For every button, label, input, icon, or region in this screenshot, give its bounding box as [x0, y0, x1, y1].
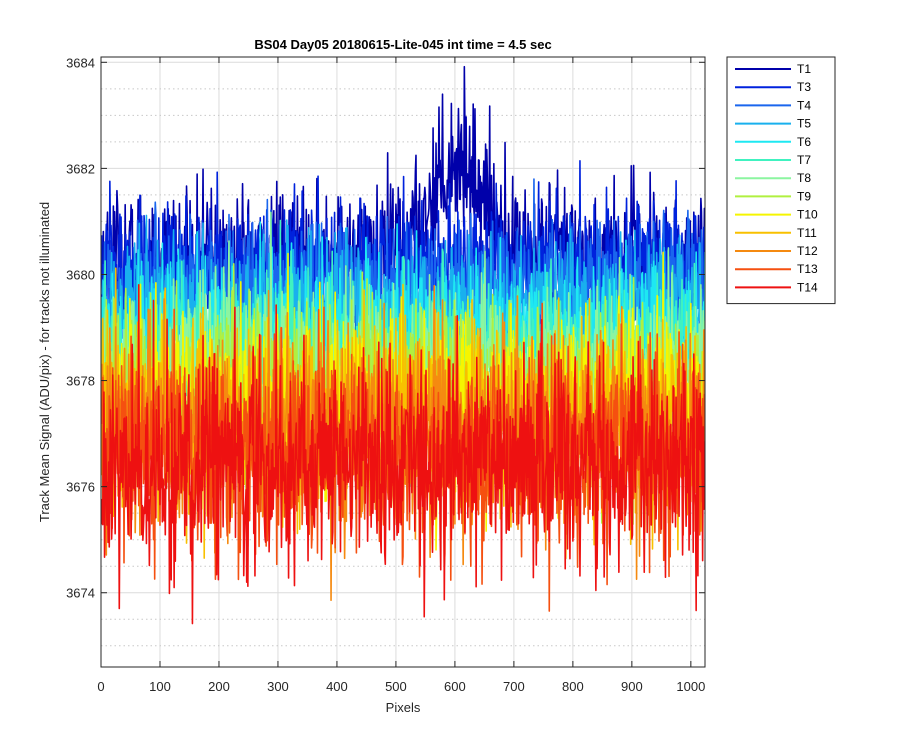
legend-label: T3: [797, 80, 811, 94]
series-lines: [101, 65, 705, 625]
x-tick-label: 1000: [676, 679, 705, 694]
y-tick-label: 3680: [66, 267, 95, 282]
x-tick-label: 500: [385, 679, 407, 694]
legend-label: T6: [797, 135, 811, 149]
axes-box: [100, 56, 706, 668]
x-tick-label: 100: [149, 679, 171, 694]
legend-label: T10: [797, 208, 818, 222]
legend-label: T4: [797, 98, 811, 112]
x-tick-label: 300: [267, 679, 289, 694]
x-tick-label: 600: [444, 679, 466, 694]
y-tick-label: 3676: [66, 480, 95, 495]
y-axis-label: Track Mean Signal (ADU/pix) - for tracks…: [37, 202, 52, 522]
y-tick-label: 3682: [66, 161, 95, 176]
legend-label: T12: [797, 244, 818, 258]
legend-label: T14: [797, 280, 818, 294]
x-tick-label: 700: [503, 679, 525, 694]
y-tick-label: 3678: [66, 374, 95, 389]
axes: 0 100 200 300 400 500 600 700 800 900 1000 3674 3676…: [66, 55, 706, 694]
legend-label: T8: [797, 171, 811, 185]
x-tick-label: 900: [621, 679, 643, 694]
x-tick-label: 800: [562, 679, 584, 694]
legend: T1 T3 T4 T5 T6 T7 T8 T9 T10 T11 T12 T13 T14: [726, 56, 836, 305]
y-tick-label: 3674: [66, 586, 95, 601]
x-tick-label: 400: [326, 679, 348, 694]
legend-label: T9: [797, 189, 811, 203]
legend-label: T13: [797, 262, 818, 276]
series-line-t14: [101, 284, 705, 625]
legend-label: T5: [797, 117, 811, 131]
legend-label: T1: [797, 62, 811, 76]
x-tick-label: 0: [97, 679, 104, 694]
legend-box: [726, 56, 836, 305]
legend-label: T11: [797, 226, 817, 240]
legend-label: T7: [797, 153, 811, 167]
y-tick-label: 3684: [66, 55, 95, 70]
x-axis-label: Pixels: [386, 700, 421, 715]
chart-title: BS04 Day05 20180615-Lite-045 int time = …: [254, 37, 551, 52]
x-tick-label: 200: [208, 679, 230, 694]
